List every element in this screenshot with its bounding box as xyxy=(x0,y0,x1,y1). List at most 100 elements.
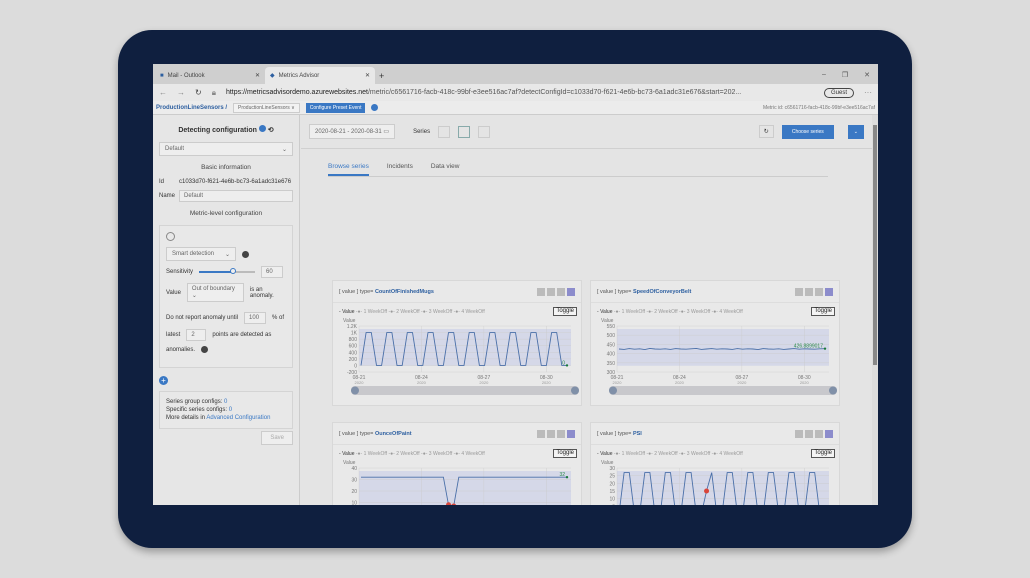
layout-grid-icon[interactable] xyxy=(458,125,471,138)
tab-outlook[interactable]: ■ Mail - Outlook ✕ xyxy=(155,67,265,84)
legend-2-weekoff[interactable]: 2 WeekOff xyxy=(654,309,678,315)
last-value-label: 0 xyxy=(562,360,565,366)
configure-preset-event-button[interactable]: Configure Preset Event xyxy=(305,102,366,113)
range-handle-left[interactable] xyxy=(351,386,359,395)
s-icon[interactable] xyxy=(825,287,833,296)
advanced-configuration-link[interactable]: Advanced Configuration xyxy=(206,415,271,421)
close-window-icon[interactable]: ✕ xyxy=(864,72,870,79)
new-tab-icon[interactable]: + xyxy=(379,71,385,81)
toggle-button[interactable]: Toggle xyxy=(553,307,577,316)
person-icon[interactable] xyxy=(547,429,555,438)
legend-1-weekoff[interactable]: 1 WeekOff xyxy=(363,451,388,457)
legend-4-weekoff[interactable]: 4 WeekOff xyxy=(461,309,485,315)
star-icon[interactable] xyxy=(557,429,565,438)
legend-4-weekoff[interactable]: 4 WeekOff xyxy=(719,309,743,315)
s-icon[interactable] xyxy=(567,429,575,438)
chart-icon[interactable] xyxy=(537,287,545,296)
range-handle-right[interactable] xyxy=(571,386,579,395)
tab-browse-series[interactable]: Browse series xyxy=(328,163,369,176)
close-icon[interactable]: ✕ xyxy=(364,73,370,79)
layout-single-icon[interactable] xyxy=(478,125,491,138)
slider-handle[interactable] xyxy=(230,268,237,274)
star-icon[interactable] xyxy=(557,287,565,296)
url-input[interactable]: https://metricsadvisordemo.azurewebsites… xyxy=(225,89,742,96)
config-select[interactable]: Default ⌄ xyxy=(159,142,293,156)
layout-rows-icon[interactable] xyxy=(438,125,451,138)
help-icon[interactable] xyxy=(371,104,379,111)
choose-series-button[interactable]: Choose series xyxy=(781,124,834,139)
legend-4-weekoff[interactable]: 4 WeekOff xyxy=(719,451,743,457)
close-icon[interactable]: ✕ xyxy=(254,73,260,79)
range-slider[interactable] xyxy=(351,386,579,395)
chart-icon[interactable] xyxy=(795,429,803,438)
dropdown-button[interactable]: ⌄ xyxy=(847,124,864,139)
value-label: Value xyxy=(166,289,181,296)
specific-series-count[interactable]: 0 xyxy=(228,407,233,413)
anomaly-point[interactable] xyxy=(451,503,457,505)
person-icon[interactable] xyxy=(805,429,813,438)
person-icon[interactable] xyxy=(547,287,555,296)
series-group-count[interactable]: 0 xyxy=(224,399,228,405)
chart-icon[interactable] xyxy=(537,429,545,438)
toggle-button[interactable]: Toggle xyxy=(553,449,577,458)
legend-2-weekoff[interactable]: 2 WeekOff xyxy=(396,309,420,315)
legend-value[interactable]: Value xyxy=(600,309,613,315)
anomaly-point[interactable] xyxy=(704,488,710,494)
s-icon[interactable] xyxy=(825,429,833,438)
breadcrumb-root[interactable]: ProductionLineSensors / xyxy=(156,104,228,111)
legend-1-weekoff[interactable]: 1 WeekOff xyxy=(363,309,388,315)
legend-3-weekoff[interactable]: 3 WeekOff xyxy=(686,309,711,315)
percent-input[interactable]: 100 xyxy=(244,312,267,324)
profile-button[interactable]: Guest xyxy=(823,87,854,98)
legend-1-weekoff[interactable]: 1 WeekOff xyxy=(621,451,646,457)
range-slider[interactable] xyxy=(609,386,837,395)
help-icon[interactable] xyxy=(242,250,249,258)
anomaly-point[interactable] xyxy=(446,502,452,505)
legend-2-weekoff[interactable]: 2 WeekOff xyxy=(396,451,420,457)
legend-3-weekoff[interactable]: 3 WeekOff xyxy=(428,451,453,457)
legend-value[interactable]: Value xyxy=(342,451,355,457)
add-config-icon[interactable]: + xyxy=(159,376,168,385)
star-icon[interactable] xyxy=(815,287,823,296)
scrollbar-thumb[interactable] xyxy=(873,125,877,365)
sensitivity-slider[interactable] xyxy=(199,268,256,274)
metric-select[interactable]: ProductionLineSensors ∨ xyxy=(233,102,300,113)
refresh-icon[interactable]: ↻ xyxy=(758,125,774,138)
tab-metrics-advisor[interactable]: ◆ Metrics Advisor ✕ xyxy=(265,67,375,84)
more-icon[interactable]: ··· xyxy=(864,88,872,97)
tab-incidents[interactable]: Incidents xyxy=(386,163,413,170)
refresh-icon[interactable]: ↻ xyxy=(195,88,202,97)
info-icon[interactable] xyxy=(258,125,266,132)
range-handle-left[interactable] xyxy=(609,386,617,395)
legend-4-weekoff[interactable]: 4 WeekOff xyxy=(461,451,485,457)
toggle-button[interactable]: Toggle xyxy=(811,307,835,316)
legend-value[interactable]: Value xyxy=(600,451,613,457)
toggle-button[interactable]: Toggle xyxy=(811,449,835,458)
legend-3-weekoff[interactable]: 3 WeekOff xyxy=(428,309,453,315)
person-icon[interactable] xyxy=(805,287,813,296)
minimize-icon[interactable]: – xyxy=(821,71,826,78)
date-range-picker[interactable]: 2020-08-21 - 2020-08-31 ▭ xyxy=(309,124,396,139)
points-input[interactable]: 2 xyxy=(186,329,207,341)
restore-icon[interactable]: ❐ xyxy=(841,72,849,79)
legend-3-weekoff[interactable]: 3 WeekOff xyxy=(686,451,711,457)
boundary-select[interactable]: Out of boundary ⌄ xyxy=(186,283,244,302)
legend-2-weekoff[interactable]: 2 WeekOff xyxy=(654,451,678,457)
back-icon[interactable]: ← xyxy=(159,88,167,97)
range-handle-right[interactable] xyxy=(829,386,837,395)
sensitivity-input[interactable]: 60 xyxy=(261,266,284,278)
scrollbar[interactable] xyxy=(872,115,878,505)
star-icon[interactable] xyxy=(815,429,823,438)
method-select[interactable]: Smart detection ⌄ xyxy=(166,247,236,261)
chart-icon[interactable] xyxy=(795,287,803,296)
forward-icon[interactable]: → xyxy=(177,88,185,97)
s-icon[interactable] xyxy=(567,287,575,296)
legend-value[interactable]: Value xyxy=(342,309,355,315)
name-input[interactable]: Default xyxy=(179,190,293,202)
tab-data-view[interactable]: Data view xyxy=(430,163,460,170)
legend-1-weekoff[interactable]: 1 WeekOff xyxy=(621,309,646,315)
history-icon[interactable]: ⟲ xyxy=(267,127,274,134)
help-icon[interactable] xyxy=(201,346,209,353)
collapse-icon[interactable] xyxy=(166,232,175,241)
save-button[interactable]: Save xyxy=(261,431,293,445)
